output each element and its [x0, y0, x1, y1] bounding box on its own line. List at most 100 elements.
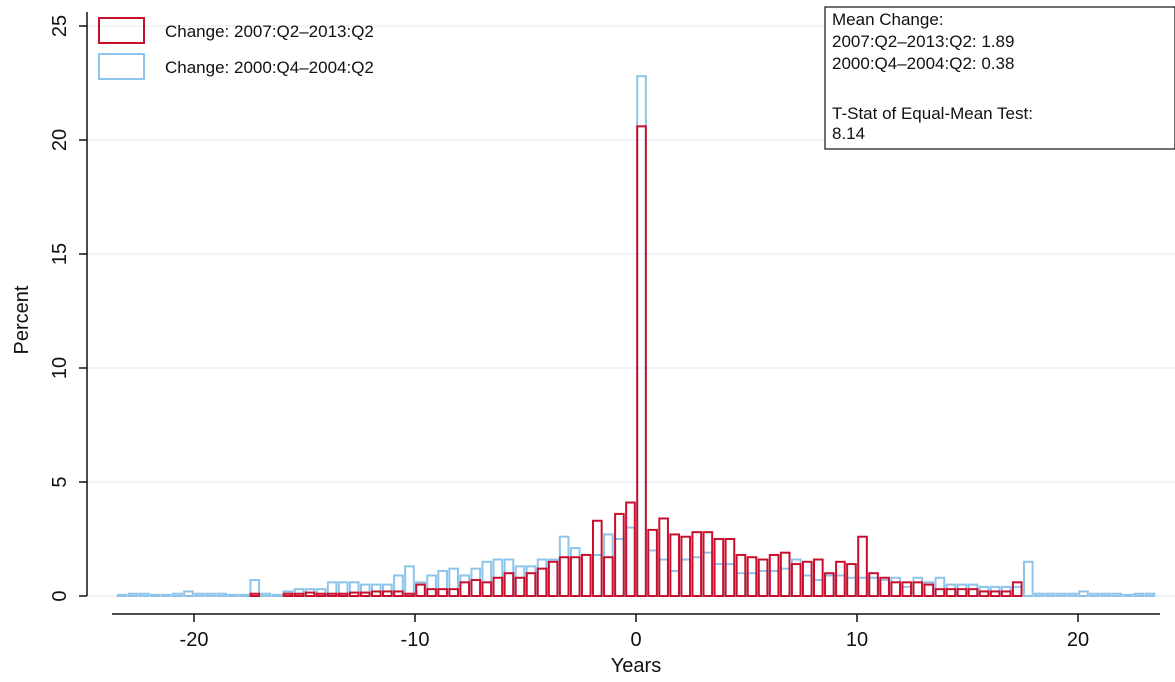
- bar-2000q4-2004q2-56: [735, 572, 747, 598]
- bar-2000q4-2004q2-57: [746, 572, 758, 598]
- x-axis-title: Years: [611, 655, 661, 677]
- bar-2007q2-2013q2-29: [592, 519, 603, 598]
- bar-2000q4-2004q2-77: [967, 583, 979, 597]
- y-tick-label-0: 0: [49, 590, 71, 601]
- bar-2000q4-2004q2-1: [127, 592, 139, 597]
- bar-2000q4-2004q2-89: [1100, 592, 1111, 597]
- bar-2000q4-2004q2-25: [393, 574, 404, 597]
- bar-2007q2-2013q2-40: [713, 538, 725, 597]
- bar-2007q2-2013q2-9: [371, 590, 382, 598]
- bar-2000q4-2004q2-76: [956, 583, 968, 597]
- bar-2000q4-2004q2-85: [1056, 592, 1067, 597]
- x-tick-label-3: 10: [846, 629, 868, 651]
- bar-2007q2-2013q2-52: [846, 563, 857, 598]
- stats-line-5: T-Stat of Equal-Mean Test:: [832, 104, 1033, 123]
- bar-2000q4-2004q2-60: [779, 567, 791, 598]
- bar-2000q4-2004q2-86: [1067, 592, 1078, 597]
- bar-2007q2-2013q2-61: [945, 588, 957, 597]
- bar-2000q4-2004q2-9: [216, 592, 227, 597]
- bar-2000q4-2004q2-72: [912, 576, 924, 598]
- bar-2000q4-2004q2-3: [150, 593, 161, 597]
- bar-2007q2-2013q2-42: [735, 553, 747, 598]
- bar-2007q2-2013q2-38: [691, 531, 703, 597]
- bar-2007q2-2013q2-2: [293, 592, 305, 597]
- bar-2007q2-2013q2-49: [813, 558, 824, 598]
- bar-2007q2-2013q2-56: [890, 581, 901, 598]
- bar-2000q4-2004q2-0: [116, 593, 128, 597]
- bar-2000q4-2004q2-67: [857, 576, 868, 598]
- bar-2007q2-2013q2-36: [669, 533, 680, 598]
- bar-2007q2-2013q2-12: [404, 592, 415, 597]
- bar-2007q2-2013q2-6: [337, 592, 349, 597]
- bar-2000q4-2004q2-69: [879, 579, 890, 597]
- bar-2007q2-2013q2-63: [967, 588, 979, 597]
- bar-2007q2-2013q2-53: [857, 535, 868, 597]
- bar-2007q2-2013q2-5: [326, 592, 338, 597]
- bar-2000q4-2004q2-24: [382, 583, 393, 597]
- bar-2000q4-2004q2-65: [835, 574, 846, 597]
- bar-2007q2-2013q2-21: [503, 572, 515, 598]
- y-axis-title: Percent: [11, 285, 33, 354]
- legend-swatch-2007q2-2013q2: [98, 17, 145, 44]
- bar-2000q4-2004q2-82: [1022, 560, 1034, 597]
- bar-2007q2-2013q2-22: [514, 576, 526, 598]
- bar-2000q4-2004q2-50: [669, 569, 680, 597]
- bar-2007q2-2013q2-59: [923, 583, 935, 597]
- bar-2007q2-2013q2-14: [426, 588, 437, 597]
- series-2007q2-2013q2-bars: [249, 125, 1023, 598]
- bar-2007q2-2013q2-57: [901, 581, 913, 598]
- bar-2007q2-2013q2-11: [393, 590, 404, 598]
- bar-2007q2-2013q2-24: [536, 567, 548, 598]
- bar-2000q4-2004q2-6: [183, 590, 194, 598]
- y-tick-label-3: 15: [49, 243, 71, 265]
- legend: Change: 2007:Q2–2013:Q2 Change: 2000:Q4–…: [98, 17, 374, 80]
- bar-2007q2-2013q2-15: [437, 588, 448, 597]
- y-tick-label-2: 10: [49, 357, 71, 379]
- bar-2007q2-2013q2-3: [304, 591, 316, 598]
- bar-2007q2-2013q2-51: [835, 560, 846, 597]
- bar-2007q2-2013q2-35: [658, 517, 669, 597]
- bar-2000q4-2004q2-2: [138, 592, 150, 597]
- bar-2007q2-2013q2-13: [415, 583, 426, 597]
- bar-2000q4-2004q2-39: [547, 558, 559, 598]
- bar-2000q4-2004q2-93: [1144, 592, 1156, 597]
- x-tick-label-0: -20: [180, 629, 209, 651]
- bar-2007q2-2013q2-62: [956, 588, 968, 597]
- bar-2007q2-2013q2-43: [746, 556, 758, 597]
- bar-2007q2-2013q2-39: [702, 531, 714, 597]
- bar-2007q2-2013q2-44: [757, 558, 769, 598]
- bar-2000q4-2004q2-23: [371, 583, 382, 597]
- bar-2000q4-2004q2-14: [271, 593, 283, 597]
- y-tick-label-4: 20: [49, 129, 71, 151]
- bar-2000q4-2004q2-30: [448, 567, 460, 598]
- bar-2007q2-2013q2-19: [481, 581, 493, 598]
- bar-2007q2-2013q2-16: [448, 588, 460, 597]
- bar-2000q4-2004q2-88: [1089, 592, 1100, 597]
- bar-2000q4-2004q2-21: [348, 581, 360, 598]
- bar-2007q2-2013q2-46: [779, 551, 791, 597]
- legend-swatch-2000q4-2004q2: [98, 53, 145, 80]
- bar-2000q4-2004q2-11: [238, 593, 250, 597]
- stats-annotation-box: Mean Change: 2007:Q2–2013:Q2: 1.89 2000:…: [824, 6, 1175, 150]
- legend-label-2000q4-2004q2: Change: 2000:Q4–2004:Q2: [165, 58, 374, 77]
- bar-2000q4-2004q2-42: [580, 553, 592, 598]
- bar-2007q2-2013q2-4: [315, 592, 327, 597]
- bar-2000q4-2004q2-71: [901, 585, 913, 598]
- bar-2000q4-2004q2-47: [636, 75, 647, 598]
- stats-line-3: 2000:Q4–2004:Q2: 0.38: [832, 54, 1014, 73]
- bar-2000q4-2004q2-18: [315, 588, 327, 597]
- bar-2000q4-2004q2-48: [647, 549, 658, 598]
- bar-2007q2-2013q2-0: [249, 592, 261, 597]
- bar-2007q2-2013q2-41: [724, 538, 736, 597]
- bar-2000q4-2004q2-90: [1111, 592, 1122, 597]
- bar-2007q2-2013q2-10: [382, 590, 393, 598]
- bar-2007q2-2013q2-58: [912, 581, 924, 598]
- bar-2000q4-2004q2-64: [824, 574, 835, 597]
- bar-2000q4-2004q2-58: [757, 569, 769, 597]
- bar-2000q4-2004q2-49: [658, 558, 669, 598]
- bar-2000q4-2004q2-87: [1078, 590, 1089, 598]
- bar-2007q2-2013q2-32: [625, 501, 636, 597]
- bar-2007q2-2013q2-66: [1000, 590, 1012, 598]
- bar-2000q4-2004q2-54: [713, 563, 725, 598]
- bar-2000q4-2004q2-43: [592, 553, 603, 598]
